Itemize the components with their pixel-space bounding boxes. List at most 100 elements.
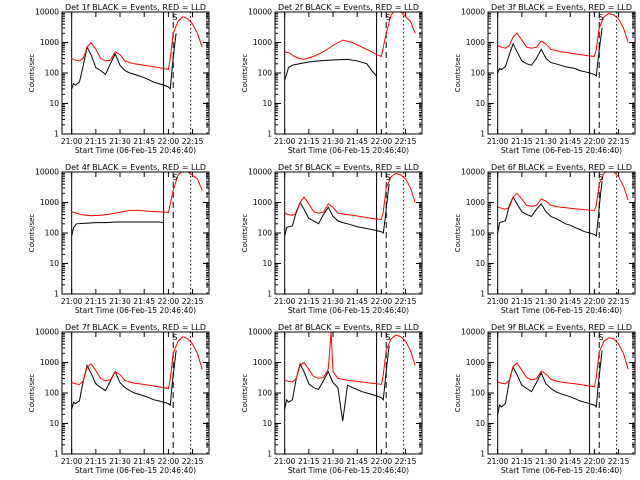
y-tick-label: 100 [258, 229, 273, 238]
plot-area [71, 12, 208, 134]
plot-area [71, 172, 208, 294]
x-tick-label: 21:15 [85, 137, 107, 146]
panel-title: Det 7f BLACK = Events, RED = LLD [65, 323, 206, 332]
panel-title: Det 6f BLACK = Events, RED = LLD [491, 163, 632, 172]
x-tick-label: 21:30 [535, 297, 557, 306]
y-tick-label: 100 [471, 229, 486, 238]
plot-frame [274, 171, 423, 295]
plot-area [284, 12, 421, 134]
y-tick-label: 100 [45, 69, 60, 78]
y-tick-label: 10000 [248, 8, 272, 17]
y-tick-label: 10 [475, 99, 485, 108]
x-axis-label: Start Time (06-Feb-15 20:46:40) [75, 466, 196, 475]
x-tick-label: 22:00 [371, 457, 393, 466]
x-axis-label: Start Time (06-Feb-15 20:46:40) [288, 466, 409, 475]
x-axis-label: Start Time (06-Feb-15 20:46:40) [75, 146, 196, 155]
panel-title: Det 1f BLACK = Events, RED = LLD [65, 3, 206, 12]
x-tick-label: 21:00 [274, 297, 296, 306]
events-series-line [497, 27, 603, 77]
x-tick-label: 22:15 [395, 297, 417, 306]
annotation-letter: S [599, 333, 604, 342]
lld-series-line [71, 16, 203, 71]
y-tick-label: 1 [54, 450, 59, 459]
annotation-letter: S [599, 173, 604, 182]
plot-frame [487, 171, 636, 295]
panel-det-8: Det 8f BLACK = Events, RED = LLD 1 10 100 10… [241, 323, 423, 475]
x-tick-label: 22:00 [158, 137, 180, 146]
x-tick-label: 22:00 [584, 137, 606, 146]
y-tick-label: 100 [45, 389, 60, 398]
plot-area [497, 332, 634, 454]
y-tick-label: 1000 [253, 198, 272, 207]
x-tick-label: 21:30 [322, 457, 344, 466]
y-axis-label: Counts/sec [241, 54, 249, 93]
x-tick-label: 21:15 [85, 457, 107, 466]
lld-series-line [497, 12, 629, 57]
x-tick-label: 21:30 [109, 457, 131, 466]
panel-title: Det 3f BLACK = Events, RED = LLD [491, 3, 632, 12]
y-tick-label: 10000 [35, 328, 59, 337]
x-axis-label: Start Time (06-Feb-15 20:46:40) [501, 306, 622, 315]
x-tick-label: 22:00 [584, 457, 606, 466]
y-tick-label: 1000 [40, 358, 59, 367]
x-axis-label: Start Time (06-Feb-15 20:46:40) [501, 146, 622, 155]
plot-frame [61, 11, 210, 135]
y-axis-label: Counts/sec [241, 214, 249, 253]
panel-title: Det 2f BLACK = Events, RED = LLD [278, 3, 419, 12]
x-tick-label: 22:00 [371, 297, 393, 306]
x-tick-label: 21:15 [511, 457, 533, 466]
annotation-letter: S [173, 13, 178, 22]
y-tick-label: 1 [267, 290, 272, 299]
panel-det-2: Det 2f BLACK = Events, RED = LLD 1 10 100 10… [241, 3, 423, 155]
x-tick-label: 21:15 [298, 457, 320, 466]
x-tick-label: 21:15 [298, 137, 320, 146]
y-tick-label: 10000 [248, 328, 272, 337]
y-tick-label: 1 [480, 290, 485, 299]
y-axis-label: Counts/sec [28, 214, 36, 253]
panel-det-5: Det 5f BLACK = Events, RED = LLD 1 10 100 10… [241, 163, 423, 315]
x-tick-label: 21:00 [487, 457, 509, 466]
y-tick-label: 1000 [466, 198, 485, 207]
x-tick-label: 21:15 [511, 137, 533, 146]
lld-series-line [497, 337, 629, 388]
y-axis-label: Counts/sec [454, 374, 462, 413]
x-tick-label: 21:45 [133, 297, 155, 306]
x-tick-label: 21:30 [109, 137, 131, 146]
y-tick-label: 100 [471, 69, 486, 78]
x-tick-label: 21:45 [346, 457, 368, 466]
y-tick-label: 1000 [466, 38, 485, 47]
x-tick-label: 21:45 [559, 297, 581, 306]
plot-frame [487, 11, 636, 135]
x-tick-label: 21:15 [85, 297, 107, 306]
y-tick-label: 100 [258, 389, 273, 398]
y-tick-label: 10 [49, 259, 59, 268]
x-tick-label: 22:15 [608, 457, 630, 466]
y-tick-label: 10000 [461, 168, 485, 177]
x-tick-label: 21:15 [511, 297, 533, 306]
x-tick-label: 22:00 [371, 137, 393, 146]
x-tick-label: 22:15 [182, 137, 204, 146]
lld-series-line [497, 172, 629, 211]
x-tick-label: 21:00 [274, 137, 296, 146]
y-tick-label: 10000 [461, 328, 485, 337]
annotation-letter: S [599, 13, 604, 22]
panel-title: Det 9f BLACK = Events, RED = LLD [491, 323, 632, 332]
annotation-letter: S [386, 333, 391, 342]
x-tick-label: 21:00 [61, 297, 83, 306]
panel-det-6: Det 6f BLACK = Events, RED = LLD 1 10 100 10… [454, 163, 636, 315]
y-tick-label: 1 [54, 130, 59, 139]
y-axis-label: Counts/sec [28, 374, 36, 413]
x-tick-label: 21:45 [133, 137, 155, 146]
y-axis-label: Counts/sec [28, 54, 36, 93]
panel-det-9: Det 9f BLACK = Events, RED = LLD 1 10 100 10… [454, 323, 636, 475]
x-tick-label: 21:30 [535, 137, 557, 146]
x-tick-label: 21:45 [133, 457, 155, 466]
lld-series-line [284, 332, 416, 386]
y-tick-label: 10 [262, 419, 272, 428]
plot-frame [61, 331, 210, 455]
y-tick-label: 1000 [40, 38, 59, 47]
panel-title: Det 4f BLACK = Events, RED = LLD [65, 163, 206, 172]
x-tick-label: 22:00 [158, 297, 180, 306]
y-axis-label: Counts/sec [241, 374, 249, 413]
events-series-line [71, 33, 177, 91]
